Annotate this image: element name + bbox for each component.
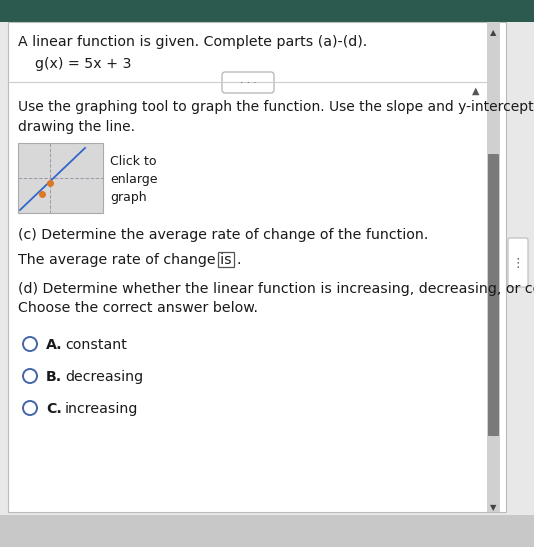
Circle shape [23,337,37,351]
Text: increasing: increasing [65,402,138,416]
Text: The average rate of change is: The average rate of change is [18,253,232,267]
Text: g(x) = 5x + 3: g(x) = 5x + 3 [35,57,131,71]
Circle shape [23,401,37,415]
Text: (c) Determine the average rate of change of the function.: (c) Determine the average rate of change… [18,228,428,242]
Text: C.: C. [46,402,62,416]
FancyBboxPatch shape [8,22,506,512]
FancyBboxPatch shape [18,143,103,213]
Text: (d) Determine whether the linear function is increasing, decreasing, or constant: (d) Determine whether the linear functio… [18,282,534,316]
Text: constant: constant [65,338,127,352]
Text: · · ·: · · · [240,78,256,88]
FancyBboxPatch shape [488,154,499,436]
Text: ⋮: ⋮ [512,257,524,270]
Text: decreasing: decreasing [65,370,143,384]
Text: Use the graphing tool to graph the function. Use the slope and y-intercept when
: Use the graphing tool to graph the funct… [18,100,534,133]
Text: A.: A. [46,338,62,352]
FancyBboxPatch shape [218,252,234,267]
Text: ▲: ▲ [472,86,480,96]
FancyBboxPatch shape [487,22,500,512]
Text: Click to
enlarge
graph: Click to enlarge graph [110,155,158,204]
Text: ▼: ▼ [490,503,496,512]
FancyBboxPatch shape [222,72,274,93]
FancyBboxPatch shape [508,238,528,287]
FancyBboxPatch shape [0,515,534,547]
Text: A linear function is given. Complete parts (a)-(d).: A linear function is given. Complete par… [18,35,367,49]
Text: .: . [237,253,241,267]
Text: B.: B. [46,370,62,384]
Text: ▲: ▲ [490,28,496,37]
FancyBboxPatch shape [0,0,534,22]
Circle shape [23,369,37,383]
